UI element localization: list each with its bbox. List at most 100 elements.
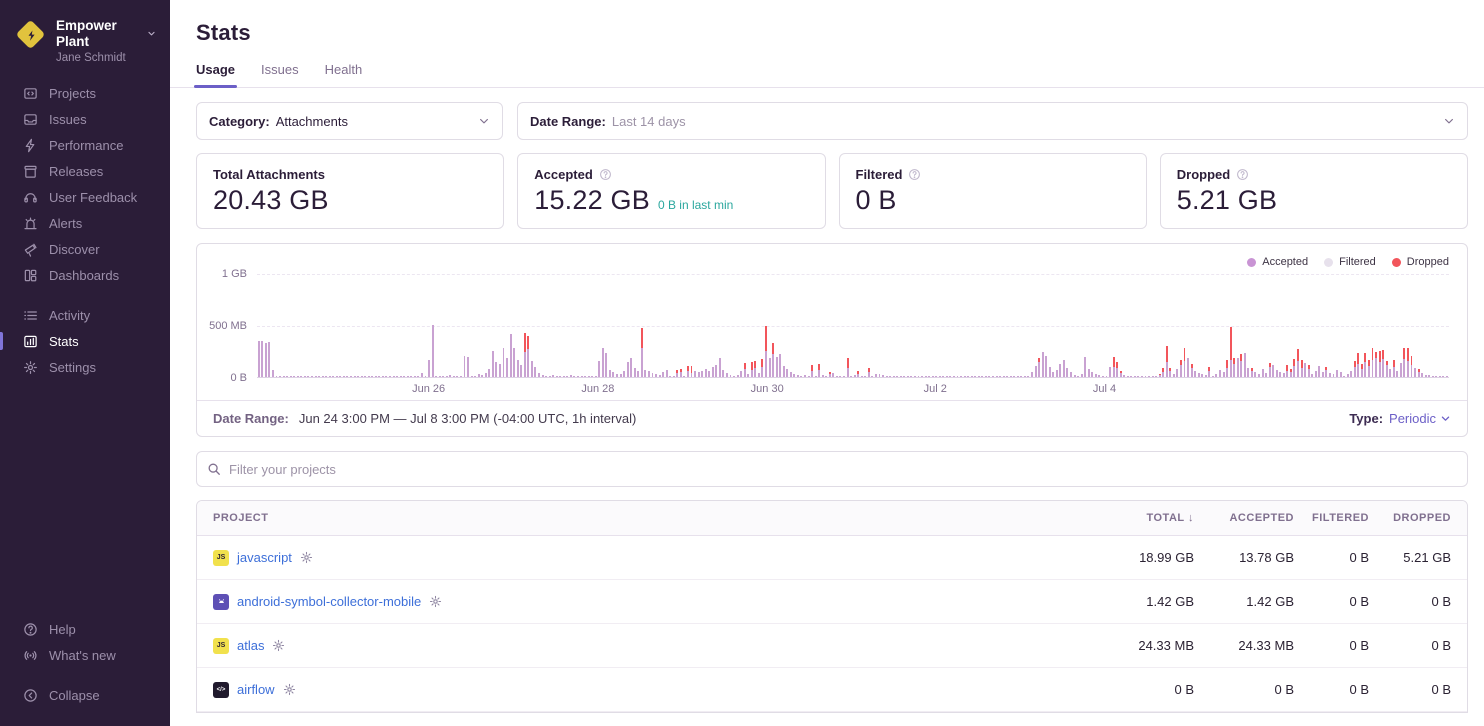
card-label: Total Attachments [213, 167, 325, 182]
org-switcher[interactable]: Empower Plant Jane Schmidt [0, 14, 170, 80]
chart-bar [268, 341, 271, 377]
col-header-total[interactable]: TOTAL ↓ [1146, 512, 1194, 524]
legend-item-accepted[interactable]: Accepted [1247, 256, 1308, 268]
tab-issues[interactable]: Issues [261, 62, 299, 77]
chart-bar [1375, 351, 1378, 377]
project-link[interactable]: javascript [237, 550, 292, 565]
chart-bar [282, 376, 285, 377]
col-header-filtered[interactable]: FILTERED [1312, 512, 1369, 524]
chart-bar [410, 376, 413, 377]
chart-bar [743, 362, 746, 377]
sidebar-item-discover[interactable]: Discover [0, 236, 170, 262]
help-circle-icon[interactable] [1236, 168, 1249, 181]
chart-bar [1105, 376, 1108, 377]
chart-bar [665, 369, 668, 377]
chart-bar [580, 376, 583, 377]
tab-health[interactable]: Health [324, 62, 363, 77]
sidebar-item-activity[interactable]: Activity [0, 302, 170, 328]
search-input[interactable] [229, 461, 1457, 477]
card-label: Dropped [1176, 167, 1231, 182]
chart-bar [708, 370, 711, 377]
chart-bar [1048, 367, 1051, 377]
nav-item-label: Collapse [49, 687, 100, 703]
project-link[interactable]: atlas [237, 638, 265, 653]
legend-label: Filtered [1339, 256, 1376, 268]
col-header-dropped[interactable]: DROPPED [1393, 512, 1451, 524]
legend-item-filtered[interactable]: Filtered [1324, 256, 1376, 268]
project-link[interactable]: android-symbol-collector-mobile [237, 594, 422, 609]
user-feedback-icon [22, 189, 38, 205]
chart-bar [506, 358, 509, 377]
chart-bar [995, 376, 998, 377]
chart-bar [722, 370, 725, 377]
chart-bar [1247, 367, 1250, 377]
chart-bar [598, 360, 601, 377]
daterange-select[interactable]: Date Range: Last 14 days [517, 102, 1468, 140]
chart-bar [417, 376, 420, 377]
cell-dropped: 5.21 GB [1403, 550, 1451, 565]
project-link[interactable]: airflow [237, 682, 275, 697]
chart-bar [1399, 362, 1402, 377]
sidebar-item-alerts[interactable]: Alerts [0, 210, 170, 236]
chart-bar [559, 376, 562, 377]
legend-item-dropped[interactable]: Dropped [1391, 256, 1449, 268]
sidebar-item-settings[interactable]: Settings [0, 354, 170, 380]
chart-bar [1101, 375, 1104, 377]
sidebar-item-stats[interactable]: Stats [0, 328, 170, 354]
chart-bar [711, 367, 714, 377]
x-tick-label: Jul 4 [1092, 383, 1117, 395]
cell-accepted: 0 B [1274, 682, 1294, 697]
chart-bar [811, 365, 814, 377]
chart-bar [1364, 352, 1367, 377]
project-settings-gear-icon[interactable] [429, 595, 442, 608]
chart-footer: Date Range: Jun 24 3:00 PM — Jul 8 3:00 … [197, 400, 1467, 436]
chart-bar [1431, 375, 1434, 377]
chart-bar [818, 364, 821, 377]
col-header-project[interactable]: PROJECT [213, 512, 269, 524]
sort-arrow-icon: ↓ [1188, 512, 1194, 524]
chart-bar [882, 375, 884, 377]
chart-bar [928, 376, 931, 377]
type-select[interactable]: Type: Periodic [1349, 411, 1451, 426]
y-tick-label: 1 GB [221, 268, 247, 280]
category-select[interactable]: Category: Attachments [196, 102, 503, 140]
cell-filtered: 0 B [1349, 594, 1369, 609]
sidebar-item-user-feedback[interactable]: User Feedback [0, 184, 170, 210]
project-settings-gear-icon[interactable] [272, 639, 285, 652]
tab-usage[interactable]: Usage [193, 62, 238, 88]
chart-bar [1243, 353, 1246, 377]
sidebar-item-releases[interactable]: Releases [0, 158, 170, 184]
chart-bar [846, 358, 849, 377]
chart-bar [577, 376, 579, 377]
help-circle-icon[interactable] [599, 168, 612, 181]
sidebar-collapse[interactable]: Collapse [0, 682, 170, 708]
sidebar-item-dashboards[interactable]: Dashboards [0, 262, 170, 288]
chart-bar [1343, 375, 1346, 377]
project-settings-gear-icon[interactable] [300, 551, 313, 564]
chart-bar [1084, 357, 1087, 377]
chart-bar [1165, 346, 1168, 377]
performance-icon [22, 137, 38, 153]
sidebar-item-performance[interactable]: Performance [0, 132, 170, 158]
chart-bar [1027, 375, 1030, 377]
sidebar-footer-what-s-new[interactable]: What's new [0, 642, 170, 668]
sidebar-item-projects[interactable]: Projects [0, 80, 170, 106]
chart-bar [835, 376, 838, 377]
chart-bar [399, 376, 402, 377]
sidebar-footer-help[interactable]: Help [0, 616, 170, 642]
sidebar-item-issues[interactable]: Issues [0, 106, 170, 132]
card-dropped: Dropped 5.21 GB [1159, 153, 1468, 229]
chart-bar [1176, 369, 1179, 377]
chart-bar [626, 362, 629, 377]
chart-bar [367, 376, 370, 377]
nav-item-label: Help [49, 621, 76, 637]
filter-row: Category: Attachments Date Range: Last 1… [196, 102, 1468, 140]
card-label: Filtered [855, 167, 903, 182]
help-circle-icon[interactable] [908, 168, 921, 181]
project-settings-gear-icon[interactable] [283, 683, 296, 696]
chart-bar [502, 348, 505, 377]
col-header-accepted[interactable]: ACCEPTED [1229, 512, 1294, 524]
chart-plot [257, 274, 1449, 378]
chart-bar [350, 376, 352, 377]
